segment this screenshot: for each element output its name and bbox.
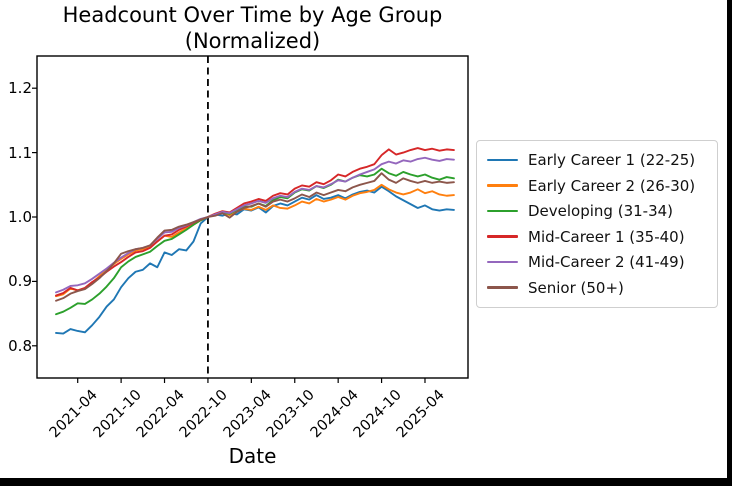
- legend-item: Early Career 1 (22-25): [487, 150, 707, 170]
- legend-item: Mid-Career 2 (41-49): [487, 252, 707, 272]
- legend-label: Mid-Career 2 (41-49): [528, 253, 685, 271]
- series-line: [55, 167, 455, 316]
- legend-item: Early Career 2 (26-30): [487, 176, 707, 196]
- series-line: [55, 183, 455, 298]
- legend-line-swatch: [487, 209, 518, 213]
- bottom-border-bar: [0, 478, 732, 486]
- y-tick-label: 1.1: [8, 143, 32, 162]
- legend: Early Career 1 (22-25) Early Career 2 (26…: [476, 140, 718, 308]
- y-tick-label: 1.0: [8, 208, 32, 226]
- legend-item: Mid-Career 1 (35-40): [487, 227, 707, 247]
- y-tick-label: 1.2: [8, 79, 32, 98]
- legend-line-swatch: [487, 260, 518, 264]
- chart-title-block: Headcount Over Time by Age Group (Normal…: [37, 2, 468, 54]
- legend-label: Early Career 1 (22-25): [528, 151, 696, 169]
- chart-title: Headcount Over Time by Age Group: [62, 3, 443, 27]
- legend-line-swatch: [487, 235, 518, 238]
- legend-label: Developing (31-34): [528, 202, 674, 220]
- legend-label: Early Career 2 (26-30): [528, 176, 696, 195]
- axes-frame: [36, 55, 469, 379]
- series-line: [55, 156, 455, 294]
- legend-line-swatch: [487, 158, 518, 162]
- legend-item: Developing (31-34): [487, 201, 707, 221]
- chart-subtitle: (Normalized): [184, 29, 321, 53]
- legend-label: Senior (50+): [528, 278, 624, 297]
- legend-line-swatch: [487, 184, 518, 187]
- series-line: [55, 172, 455, 302]
- legend-label: Mid-Career 1 (35-40): [528, 227, 685, 246]
- y-tick-label: 0.9: [8, 272, 32, 291]
- y-tick-label: 0.8: [8, 336, 32, 355]
- x-axis-label: Date: [228, 444, 277, 468]
- legend-item: Senior (50+): [487, 278, 707, 298]
- legend-line-swatch: [487, 286, 518, 289]
- series-line: [55, 147, 455, 297]
- right-border-bar: [727, 0, 732, 486]
